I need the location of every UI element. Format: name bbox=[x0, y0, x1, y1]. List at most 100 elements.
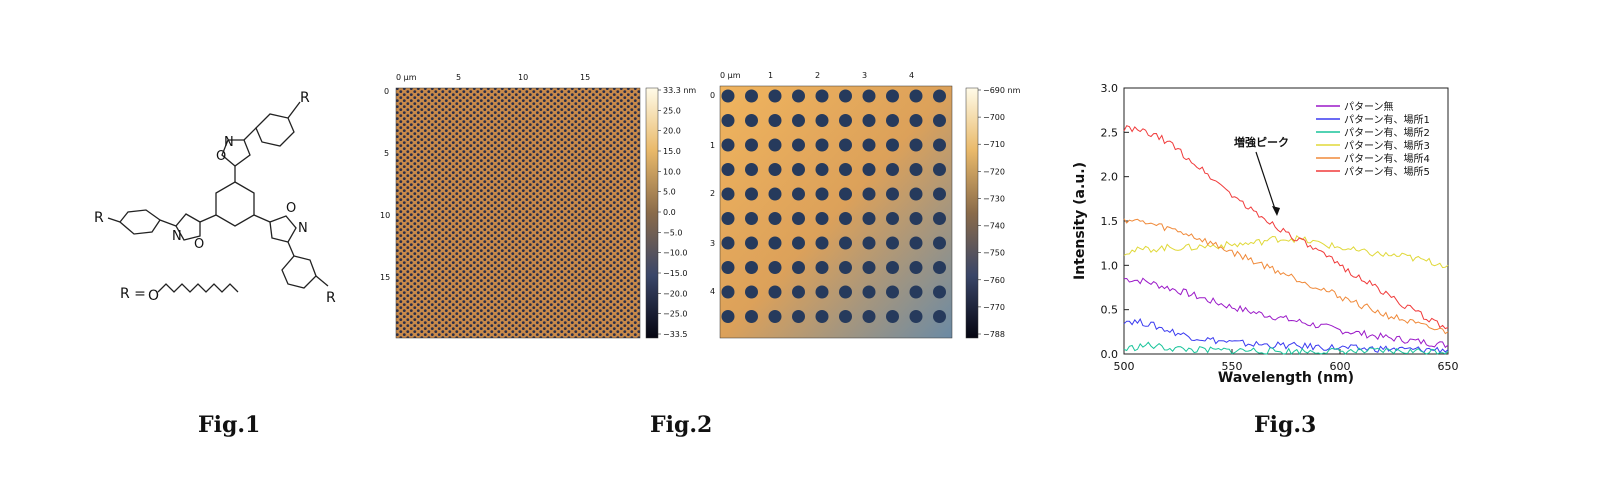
afm-left-xtick: 15 bbox=[580, 73, 590, 82]
afm-left-ytick: 5 bbox=[384, 149, 389, 158]
scale-label: −5.0 bbox=[663, 228, 682, 237]
y-tick-label: 2.5 bbox=[1101, 126, 1119, 139]
fig1-panel: R R R O N N O O N R = O bbox=[80, 80, 340, 320]
afm-right-xtick: 3 bbox=[862, 71, 867, 80]
afm-left-xtick: 5 bbox=[456, 73, 461, 82]
afm-hole bbox=[745, 310, 758, 323]
afm-hole bbox=[815, 163, 829, 176]
isoxazole-left-n: N bbox=[172, 229, 182, 244]
afm-hole bbox=[815, 261, 829, 274]
fig3-panel: 500 550 600 650 0.0 0.5 1.0 1.5 2.0 2.5 3.0 パターン無パ… bbox=[1066, 76, 1466, 396]
y-tick-label: 2.0 bbox=[1101, 171, 1119, 184]
x-axis-label: Wavelength (nm) bbox=[1218, 370, 1354, 386]
afm-hole bbox=[862, 310, 876, 323]
afm-right-ytick: 2 bbox=[710, 189, 715, 198]
fig2-caption: Fig.2 bbox=[650, 412, 713, 438]
isoxazole-top-n: N bbox=[224, 135, 234, 150]
left-isoxazole-ring bbox=[175, 213, 201, 241]
afm-hole bbox=[909, 114, 923, 127]
x-tick-label: 650 bbox=[1438, 360, 1459, 373]
afm-hole bbox=[792, 187, 805, 201]
afm-hole bbox=[768, 212, 782, 225]
scale-label: −740 bbox=[983, 222, 1005, 231]
afm-hole bbox=[745, 187, 758, 201]
afm-right-scale-labels: −690 nm −700 −710 −720 −730 −740 −750 −760 −770 −… bbox=[978, 86, 1021, 339]
afm-hole bbox=[768, 285, 782, 299]
series-line bbox=[1123, 277, 1449, 349]
afm-hole bbox=[909, 138, 923, 152]
y-tick-label: 0.5 bbox=[1101, 304, 1119, 317]
afm-hole bbox=[886, 285, 899, 299]
afm-hole bbox=[839, 163, 852, 176]
scale-label: −15.0 bbox=[663, 269, 688, 278]
afm-hole bbox=[745, 236, 758, 250]
afm-hole bbox=[768, 89, 782, 103]
afm-hole bbox=[839, 187, 852, 201]
afm-hole bbox=[721, 138, 735, 152]
afm-hole bbox=[909, 212, 923, 225]
afm-hole bbox=[909, 163, 923, 176]
afm-hole bbox=[862, 285, 876, 299]
afm-right-holes bbox=[721, 89, 946, 323]
afm-right-xtick: 0 µm bbox=[720, 71, 741, 80]
afm-hole bbox=[886, 236, 899, 250]
afm-hole bbox=[862, 89, 876, 103]
legend-label: パターン有、場所3 bbox=[1344, 139, 1430, 152]
afm-hole bbox=[862, 212, 876, 225]
legend-label: パターン有、場所4 bbox=[1344, 152, 1430, 165]
afm-hole bbox=[839, 310, 852, 323]
afm-hole bbox=[909, 187, 923, 201]
afm-hole bbox=[933, 138, 946, 152]
afm-hole bbox=[792, 261, 805, 274]
afm-hole bbox=[721, 236, 735, 250]
afm-hole bbox=[886, 187, 899, 201]
y-tick-label: 0.0 bbox=[1101, 348, 1119, 361]
x-tick-label: 500 bbox=[1114, 360, 1135, 373]
afm-hole bbox=[839, 114, 852, 127]
y-axis-label: Intensity (a.u.) bbox=[1072, 162, 1088, 280]
right-isoxazole-ring bbox=[269, 215, 297, 243]
afm-hole bbox=[768, 310, 782, 323]
afm-hole bbox=[933, 310, 946, 323]
afm-hole bbox=[839, 212, 852, 225]
afm-left-scale-labels: 33.3 nm 25.0 20.0 15.0 10.0 5.0 0.0 −5.0 −10.0 −1… bbox=[658, 86, 696, 339]
afm-hole bbox=[768, 114, 782, 127]
afm-hole bbox=[933, 261, 946, 274]
legend-label: パターン無 bbox=[1344, 100, 1394, 113]
afm-hole bbox=[745, 114, 758, 127]
afm-hole bbox=[862, 138, 876, 152]
r-top-label: R bbox=[300, 90, 310, 106]
fig2-panel: 0 µm 5 10 15 0 5 10 15 33.3 nm 25.0 20.0 15… bbox=[378, 66, 1038, 356]
scale-label: −10.0 bbox=[663, 249, 688, 258]
afm-hole bbox=[933, 89, 946, 103]
y-tick-label: 1.5 bbox=[1101, 215, 1119, 228]
afm-hole bbox=[862, 236, 876, 250]
scale-label: −750 bbox=[983, 249, 1005, 258]
fig1-caption: Fig.1 bbox=[198, 412, 261, 438]
scale-label: −700 bbox=[983, 113, 1005, 122]
afm-hole bbox=[792, 212, 805, 225]
afm-hole bbox=[886, 212, 899, 225]
afm-hole bbox=[815, 236, 829, 250]
afm-hole bbox=[815, 285, 829, 299]
afm-right-xtick: 1 bbox=[768, 71, 773, 80]
afm-hole bbox=[768, 187, 782, 201]
afm-hole bbox=[886, 114, 899, 127]
afm-hole bbox=[839, 285, 852, 299]
spectra-chart: 500 550 600 650 0.0 0.5 1.0 1.5 2.0 2.5 3.0 パターン無パ… bbox=[1072, 82, 1459, 386]
afm-hole bbox=[792, 114, 805, 127]
isoxazole-left-o: O bbox=[194, 237, 204, 252]
isoxazole-top-o: O bbox=[216, 149, 226, 164]
afm-hole bbox=[745, 89, 758, 103]
afm-left-ytick: 15 bbox=[380, 273, 390, 282]
afm-hole bbox=[745, 285, 758, 299]
series-line bbox=[1123, 318, 1449, 354]
left-phenyl-ring bbox=[119, 209, 161, 235]
afm-hole bbox=[768, 236, 782, 250]
afm-left-ytick: 10 bbox=[380, 211, 390, 220]
afm-hole bbox=[839, 138, 852, 152]
afm-hole bbox=[909, 285, 923, 299]
afm-hole bbox=[745, 138, 758, 152]
scale-label: −25.0 bbox=[663, 310, 688, 319]
scale-label: 25.0 bbox=[663, 106, 681, 115]
